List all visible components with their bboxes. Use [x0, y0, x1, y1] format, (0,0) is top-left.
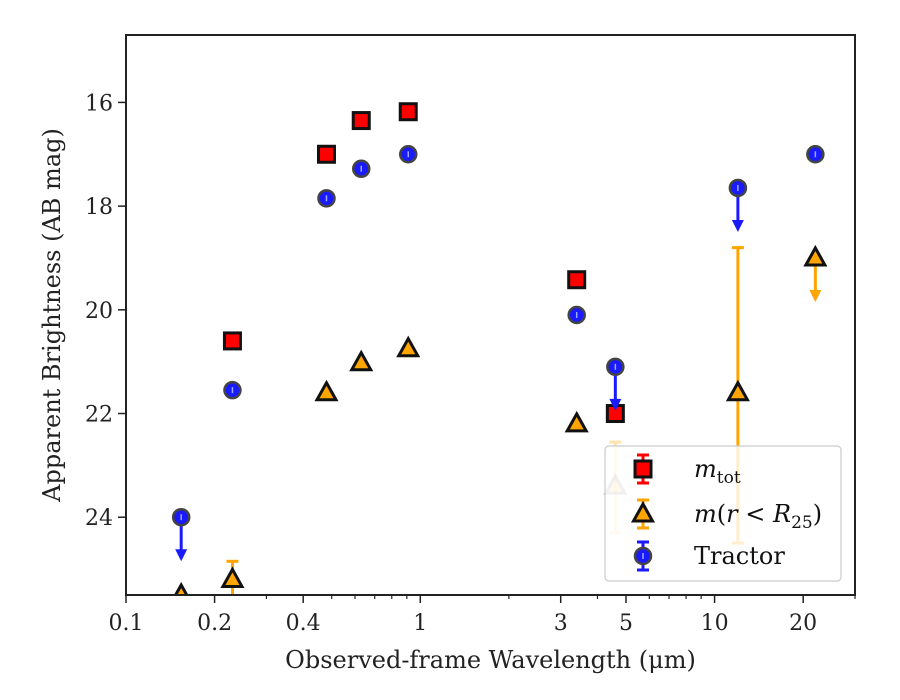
y-tick-label: 16 [85, 91, 113, 116]
upper-limit-head [731, 219, 744, 232]
triangle-marker-shape [173, 581, 189, 595]
y-axis-label: Apparent Brightness (AB mag) [38, 128, 66, 503]
triangle-marker [173, 581, 189, 595]
legend-label-main: m [694, 455, 717, 483]
circle-marker [223, 380, 242, 400]
legend-label: m(r < R25) [694, 500, 822, 533]
triangle-marker [725, 379, 750, 402]
x-tick-label: 0.2 [197, 611, 232, 636]
triangle-marker-shape [220, 566, 245, 588]
square-marker [316, 144, 336, 164]
x-tick-label: 5 [619, 611, 633, 636]
series-circle [171, 145, 825, 562]
legend-label-paren: ( [717, 500, 726, 528]
legend-label-R: R [772, 500, 791, 528]
y-tick-label: 24 [85, 506, 113, 531]
legend-entry: Tractor [633, 540, 785, 572]
y-axis: 16 18 20 22 24 [85, 91, 126, 531]
triangle-marker [349, 349, 374, 372]
upper-limit-head [175, 549, 188, 562]
square-marker [567, 270, 587, 290]
square-marker [633, 459, 653, 479]
legend-label: Tractor [694, 542, 785, 570]
circle-marker [728, 178, 748, 198]
square-marker-shape [633, 459, 653, 479]
legend-entry: mtot [633, 453, 741, 488]
triangle-marker-shape [725, 379, 750, 402]
x-tick-label: 0.4 [286, 611, 321, 636]
x-tick-label: 10 [701, 611, 729, 636]
circle-marker [567, 305, 586, 325]
square-marker-shape [351, 111, 371, 131]
x-tick-label: 0.1 [109, 611, 144, 636]
circle-marker [606, 357, 625, 377]
x-tick-label: 3 [554, 611, 568, 636]
square-marker [222, 331, 242, 351]
legend-label-close: ) [813, 500, 822, 528]
circle-marker [171, 507, 191, 527]
legend-label-r: r [726, 500, 739, 528]
circle-marker [806, 145, 825, 164]
legend-label-lt: < [738, 500, 773, 528]
plot-frame [125, 34, 856, 596]
square-marker-shape [398, 102, 418, 122]
triangle-marker-shape [314, 379, 339, 402]
triangle-marker-shape [349, 349, 374, 372]
legend-label-sub: 25 [791, 513, 813, 533]
y-tick-label: 20 [85, 299, 113, 324]
x-axis: 0.1 0.2 0.4 1 3 5 10 20 [109, 595, 856, 636]
x-axis-label: Observed-frame Wavelength (μm) [285, 646, 696, 674]
triangle-marker [220, 566, 245, 588]
square-marker [398, 102, 418, 122]
circle-marker [633, 546, 653, 566]
square-marker [351, 111, 371, 131]
square-marker-shape [316, 144, 336, 164]
legend-box [604, 445, 842, 582]
legend-label-sub: tot [717, 468, 741, 488]
triangle-marker [564, 410, 589, 433]
legend-label: mtot [694, 455, 741, 488]
triangle-marker [396, 335, 421, 358]
triangle-marker-shape [396, 335, 421, 358]
circle-marker [398, 145, 418, 164]
circle-marker [317, 189, 336, 208]
legend-label-main: m [694, 500, 717, 528]
y-tick-label: 18 [85, 195, 113, 220]
upper-limit-head [809, 289, 822, 302]
series-square [222, 102, 625, 424]
triangle-marker-shape [630, 500, 656, 523]
triangle-marker [314, 379, 339, 402]
triangle-marker-shape [564, 410, 589, 433]
triangle-marker [803, 244, 828, 267]
legend-entry: m(r < R25) [630, 498, 822, 533]
triangle-marker-shape [803, 244, 828, 267]
x-tick-label: 1 [413, 611, 427, 636]
square-marker-shape [222, 331, 242, 351]
upper-limit-head [609, 398, 622, 411]
square-marker-shape [567, 270, 587, 290]
x-tick-label: 20 [789, 611, 817, 636]
y-tick-label: 22 [85, 403, 113, 428]
circle-marker [351, 159, 371, 179]
triangle-marker [630, 500, 656, 523]
